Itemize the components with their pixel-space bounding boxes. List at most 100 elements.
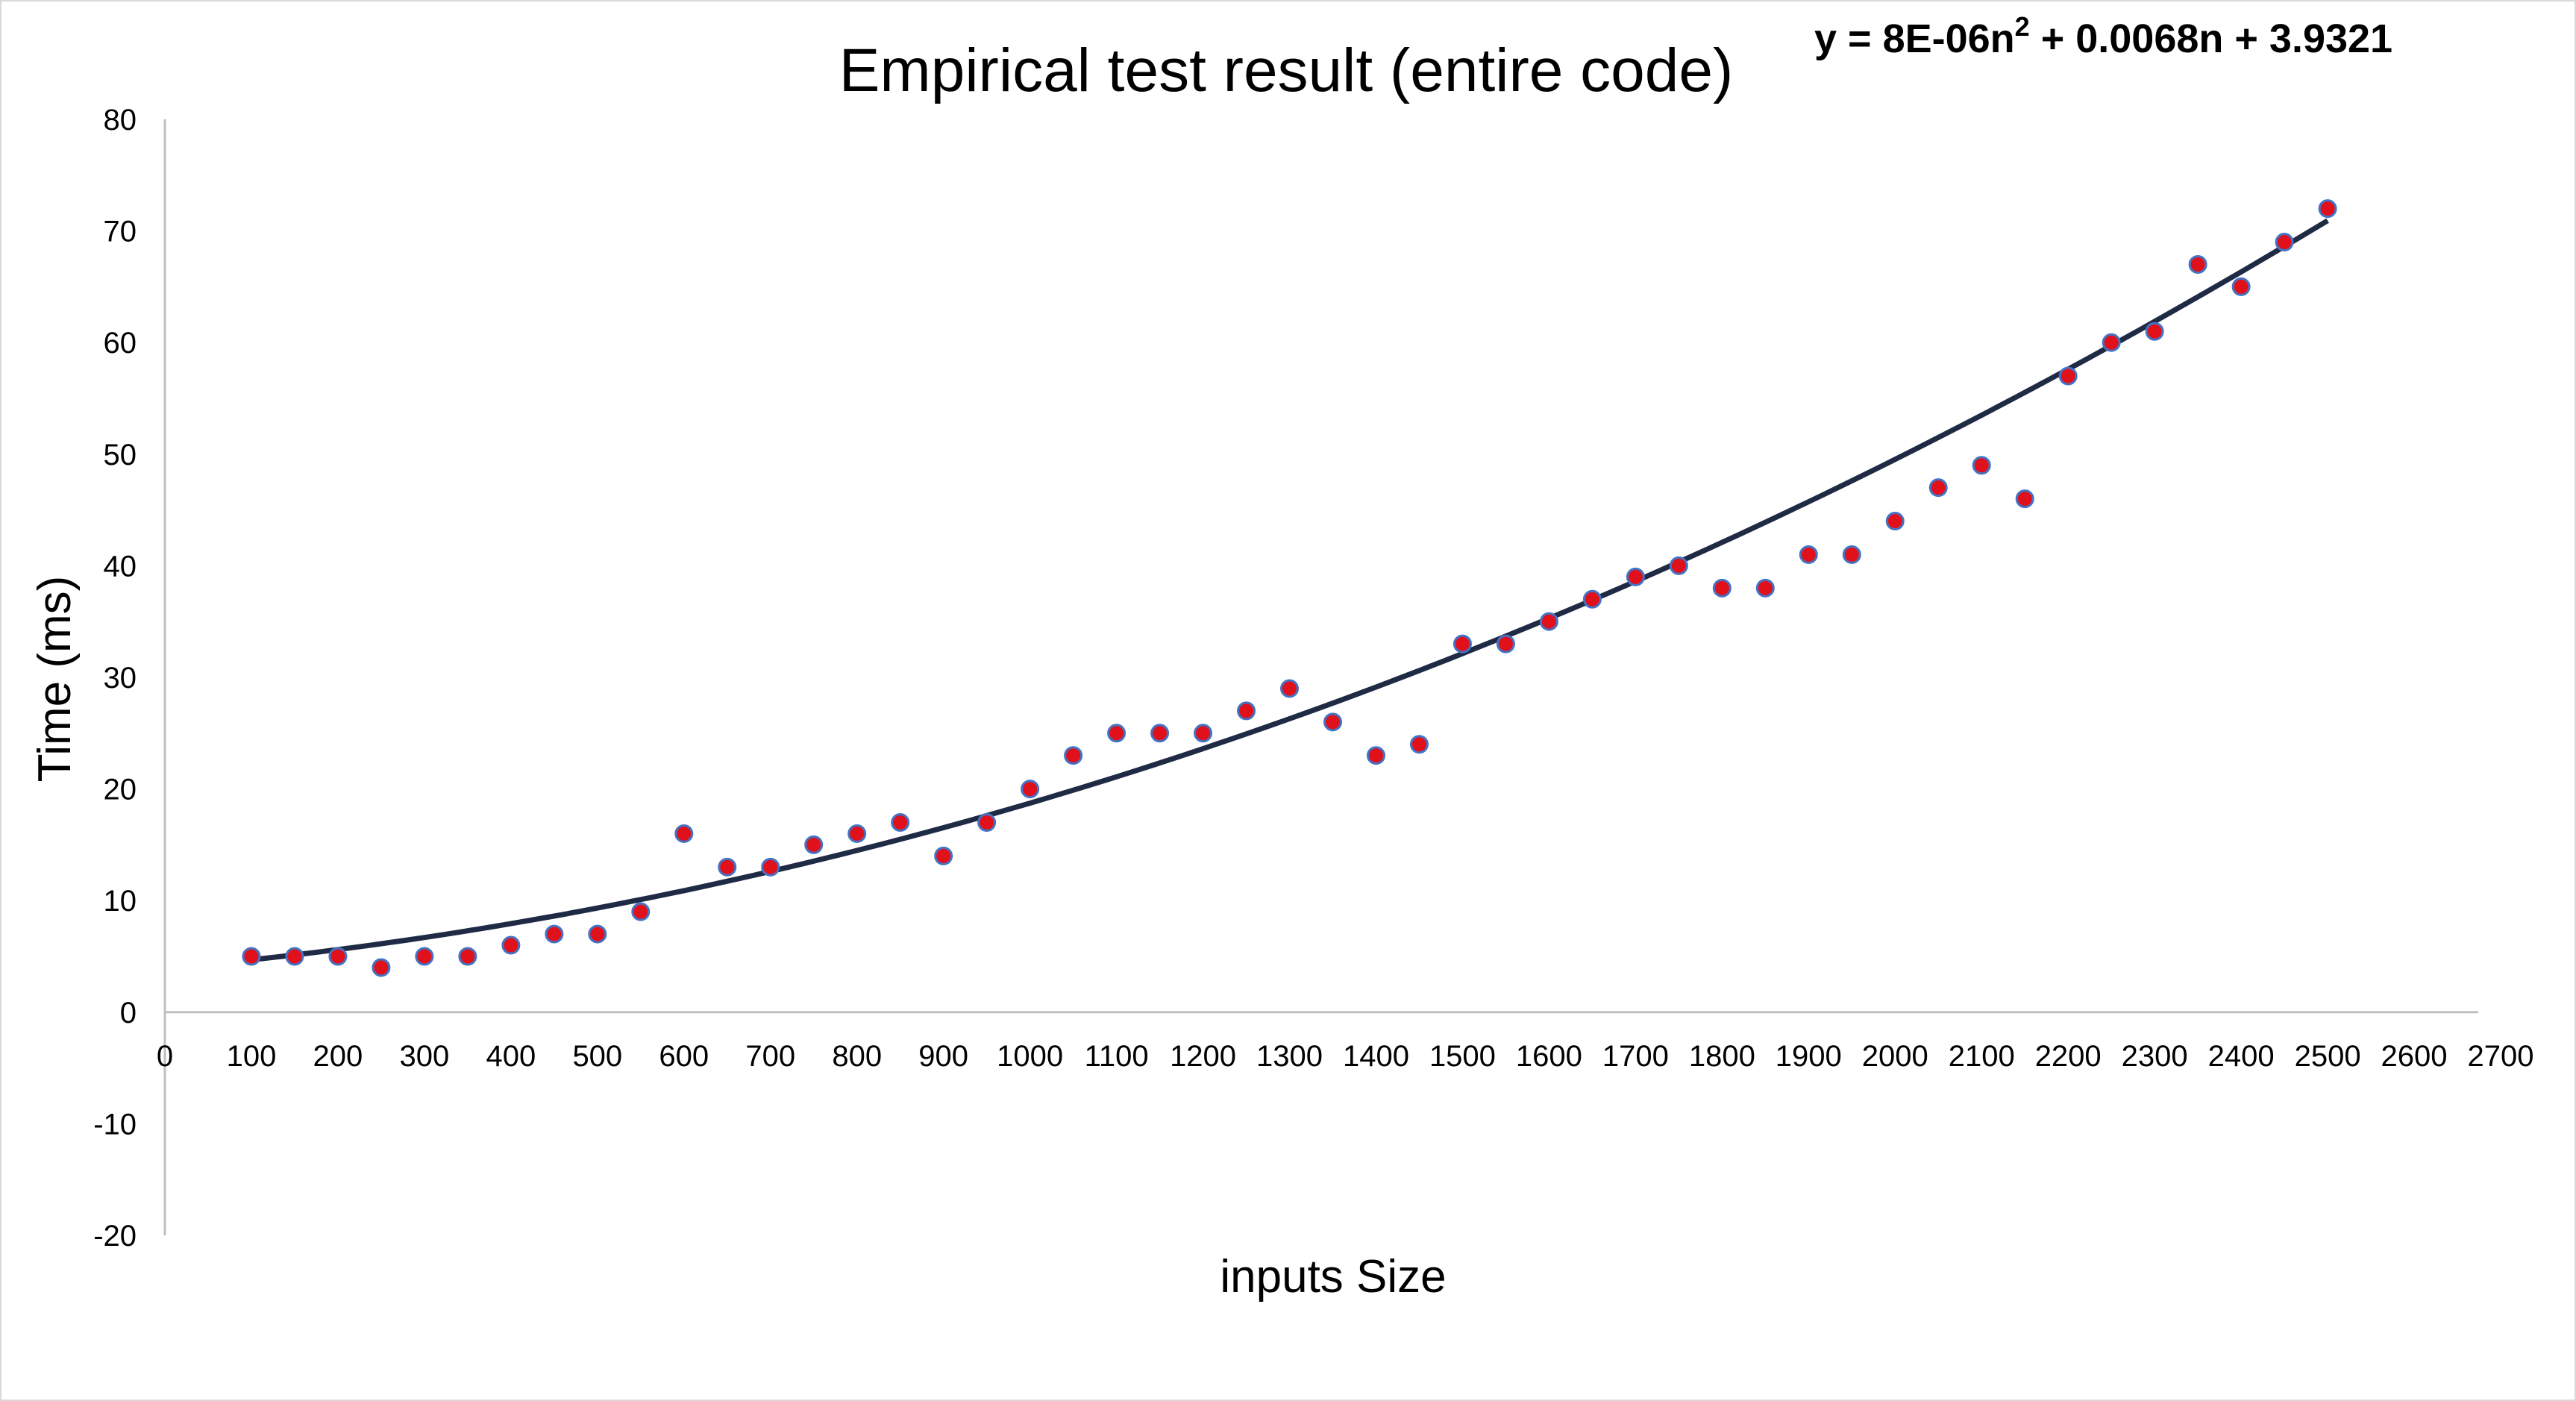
data-point — [2102, 333, 2121, 352]
data-point — [1366, 746, 1385, 765]
y-tick-label: 50 — [104, 439, 137, 471]
data-point — [761, 857, 780, 877]
y-tick-label: -20 — [93, 1220, 137, 1253]
data-point — [1972, 456, 1991, 475]
data-point — [674, 824, 694, 843]
x-tick-label: 2100 — [1949, 1040, 2015, 1073]
data-point — [1237, 701, 1256, 721]
trendline-equation: y = 8E-06n2 + 0.0068n + 3.9321 — [1814, 11, 2392, 61]
equation-exponent: 2 — [2015, 11, 2030, 42]
x-tick-label: 1400 — [1343, 1040, 1409, 1073]
trendline-curve — [251, 218, 2329, 963]
x-tick-label: 100 — [227, 1040, 277, 1073]
data-point — [2231, 277, 2251, 296]
data-point — [372, 958, 391, 977]
x-tick-label: 1100 — [1085, 1040, 1149, 1073]
data-point — [2275, 233, 2294, 252]
y-tick-label: 20 — [104, 774, 137, 806]
y-axis-label: Time (ms) — [29, 576, 81, 783]
data-point — [1064, 746, 1083, 765]
x-tick-label: 0 — [157, 1040, 173, 1073]
data-point — [1842, 545, 1861, 564]
x-tick-label: 300 — [400, 1040, 450, 1073]
x-tick-label: 400 — [486, 1040, 536, 1073]
data-point — [1539, 612, 1558, 631]
data-point — [1928, 478, 1948, 498]
x-tick-label: 900 — [918, 1040, 968, 1073]
data-point — [1107, 724, 1126, 743]
data-point — [2188, 254, 2207, 274]
y-tick-label: -10 — [93, 1108, 137, 1141]
data-point — [718, 857, 737, 877]
data-point — [2015, 489, 2034, 509]
data-point — [1150, 724, 1170, 743]
x-tick-label: 200 — [313, 1040, 363, 1073]
x-axis-label: inputs Size — [1220, 1251, 1446, 1303]
x-tick-label: 1200 — [1170, 1040, 1236, 1073]
x-tick-label: 1900 — [1776, 1040, 1842, 1073]
data-point — [328, 947, 348, 966]
data-point — [2318, 199, 2337, 219]
x-tick-label: 500 — [572, 1040, 622, 1073]
x-tick-label: 1500 — [1429, 1040, 1496, 1073]
x-tick-label: 2300 — [2122, 1040, 2188, 1073]
y-tick-label: 30 — [104, 662, 137, 695]
x-tick-label: 2500 — [2295, 1040, 2361, 1073]
x-tick-label: 2400 — [2208, 1040, 2275, 1073]
data-point — [1755, 578, 1775, 598]
x-tick-label: 2600 — [2381, 1040, 2448, 1073]
data-point — [1194, 724, 1213, 743]
x-tick-label: 700 — [745, 1040, 795, 1073]
data-point — [415, 947, 434, 966]
x-tick-label: 1600 — [1516, 1040, 1582, 1073]
data-point — [1021, 780, 1040, 799]
data-point — [631, 902, 651, 921]
data-point — [847, 824, 867, 843]
data-point — [1409, 735, 1429, 754]
y-tick-label: 80 — [104, 104, 137, 137]
x-tick-label: 1000 — [997, 1040, 1063, 1073]
x-tick-label: 2000 — [1862, 1040, 1928, 1073]
x-tick-label: 2700 — [2468, 1040, 2534, 1073]
data-point — [1323, 712, 1342, 732]
data-point — [804, 835, 824, 854]
data-point — [1280, 679, 1300, 698]
x-tick-label: 1800 — [1689, 1040, 1755, 1073]
data-point — [588, 924, 607, 944]
trendline — [251, 218, 2329, 963]
data-point — [1452, 634, 1472, 654]
data-point — [2058, 366, 2078, 386]
data-point — [242, 947, 261, 966]
x-tick-label: 1700 — [1602, 1040, 1669, 1073]
x-tick-label: 2200 — [2035, 1040, 2102, 1073]
data-point — [977, 812, 997, 832]
x-tick-label: 600 — [659, 1040, 709, 1073]
data-point — [501, 935, 521, 955]
chart-title: Empirical test result (entire code) — [839, 37, 1734, 104]
data-point — [2145, 322, 2164, 341]
y-tick-label: 60 — [104, 327, 137, 360]
tick-labels: 0 100 200 300 400 500 600 700 800 900 1000 1100 1200… — [93, 104, 2533, 1253]
y-tick-label: 70 — [104, 216, 137, 248]
data-point — [891, 812, 910, 832]
y-tick-label: 40 — [104, 550, 137, 583]
data-point — [934, 846, 953, 865]
data-point — [458, 947, 477, 966]
data-point — [1496, 634, 1515, 654]
data-point — [545, 924, 564, 944]
data-point — [1712, 578, 1732, 598]
data-point — [1669, 556, 1688, 575]
x-tick-label: 1300 — [1256, 1040, 1323, 1073]
axes — [163, 119, 2478, 1235]
data-point — [285, 947, 304, 966]
data-points — [242, 199, 2337, 977]
equation-prefix: y = 8E-06n — [1814, 16, 2015, 61]
data-point — [1799, 545, 1818, 564]
y-tick-label: 0 — [120, 997, 137, 1029]
data-point — [1885, 512, 1905, 531]
equation-suffix: + 0.0068n + 3.9321 — [2030, 16, 2392, 61]
data-point — [1582, 589, 1602, 609]
x-tick-label: 800 — [832, 1040, 882, 1073]
